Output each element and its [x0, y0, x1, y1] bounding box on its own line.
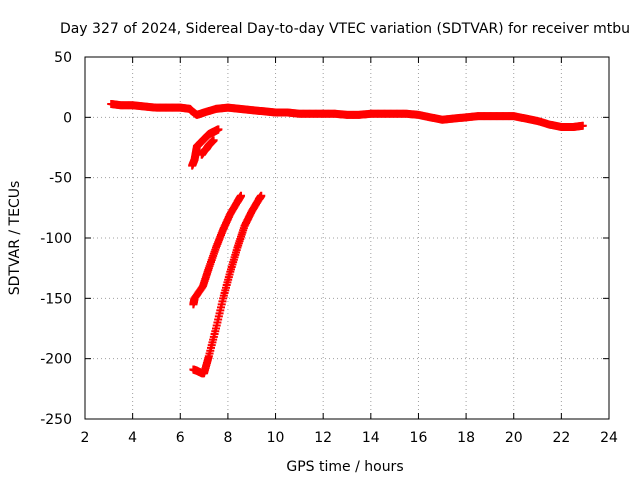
x-tick-label: 14 — [362, 430, 380, 446]
data-point — [257, 191, 266, 200]
y-tick-label: -250 — [40, 412, 72, 428]
x-tick-label: 4 — [128, 430, 137, 446]
x-axis-label: GPS time / hours — [286, 459, 403, 475]
x-tick-label: 20 — [505, 430, 523, 446]
y-tick-label: 0 — [63, 110, 72, 126]
x-tick-label: 2 — [81, 430, 90, 446]
data-point — [578, 121, 587, 130]
x-tick-label: 6 — [176, 430, 185, 446]
y-axis-label: SDTVAR / TECUs — [7, 181, 23, 296]
x-tick-label: 12 — [314, 430, 332, 446]
x-tick-label: 10 — [267, 430, 285, 446]
chart-title: Day 327 of 2024, Sidereal Day-to-day VTE… — [60, 21, 630, 37]
x-tick-label: 24 — [600, 430, 618, 446]
y-tick-label: -50 — [49, 171, 72, 187]
y-tick-label: -150 — [40, 291, 72, 307]
data-points — [107, 100, 587, 378]
data-point — [209, 136, 218, 145]
y-tick-label: -200 — [40, 352, 72, 368]
y-tick-label: -100 — [40, 231, 72, 247]
axis-ticks: 2 4 6 8 10 12 14 16 18 20 22 24-250-200-150-100-500… — [40, 50, 618, 446]
x-tick-label: 16 — [410, 430, 428, 446]
x-tick-label: 22 — [552, 430, 570, 446]
data-point — [214, 125, 223, 134]
y-tick-label: 50 — [54, 50, 72, 66]
x-tick-label: 18 — [457, 430, 475, 446]
x-tick-label: 8 — [223, 430, 232, 446]
data-point — [237, 191, 246, 200]
